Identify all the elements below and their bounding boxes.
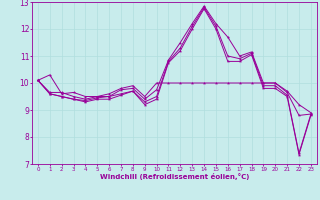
- X-axis label: Windchill (Refroidissement éolien,°C): Windchill (Refroidissement éolien,°C): [100, 173, 249, 180]
